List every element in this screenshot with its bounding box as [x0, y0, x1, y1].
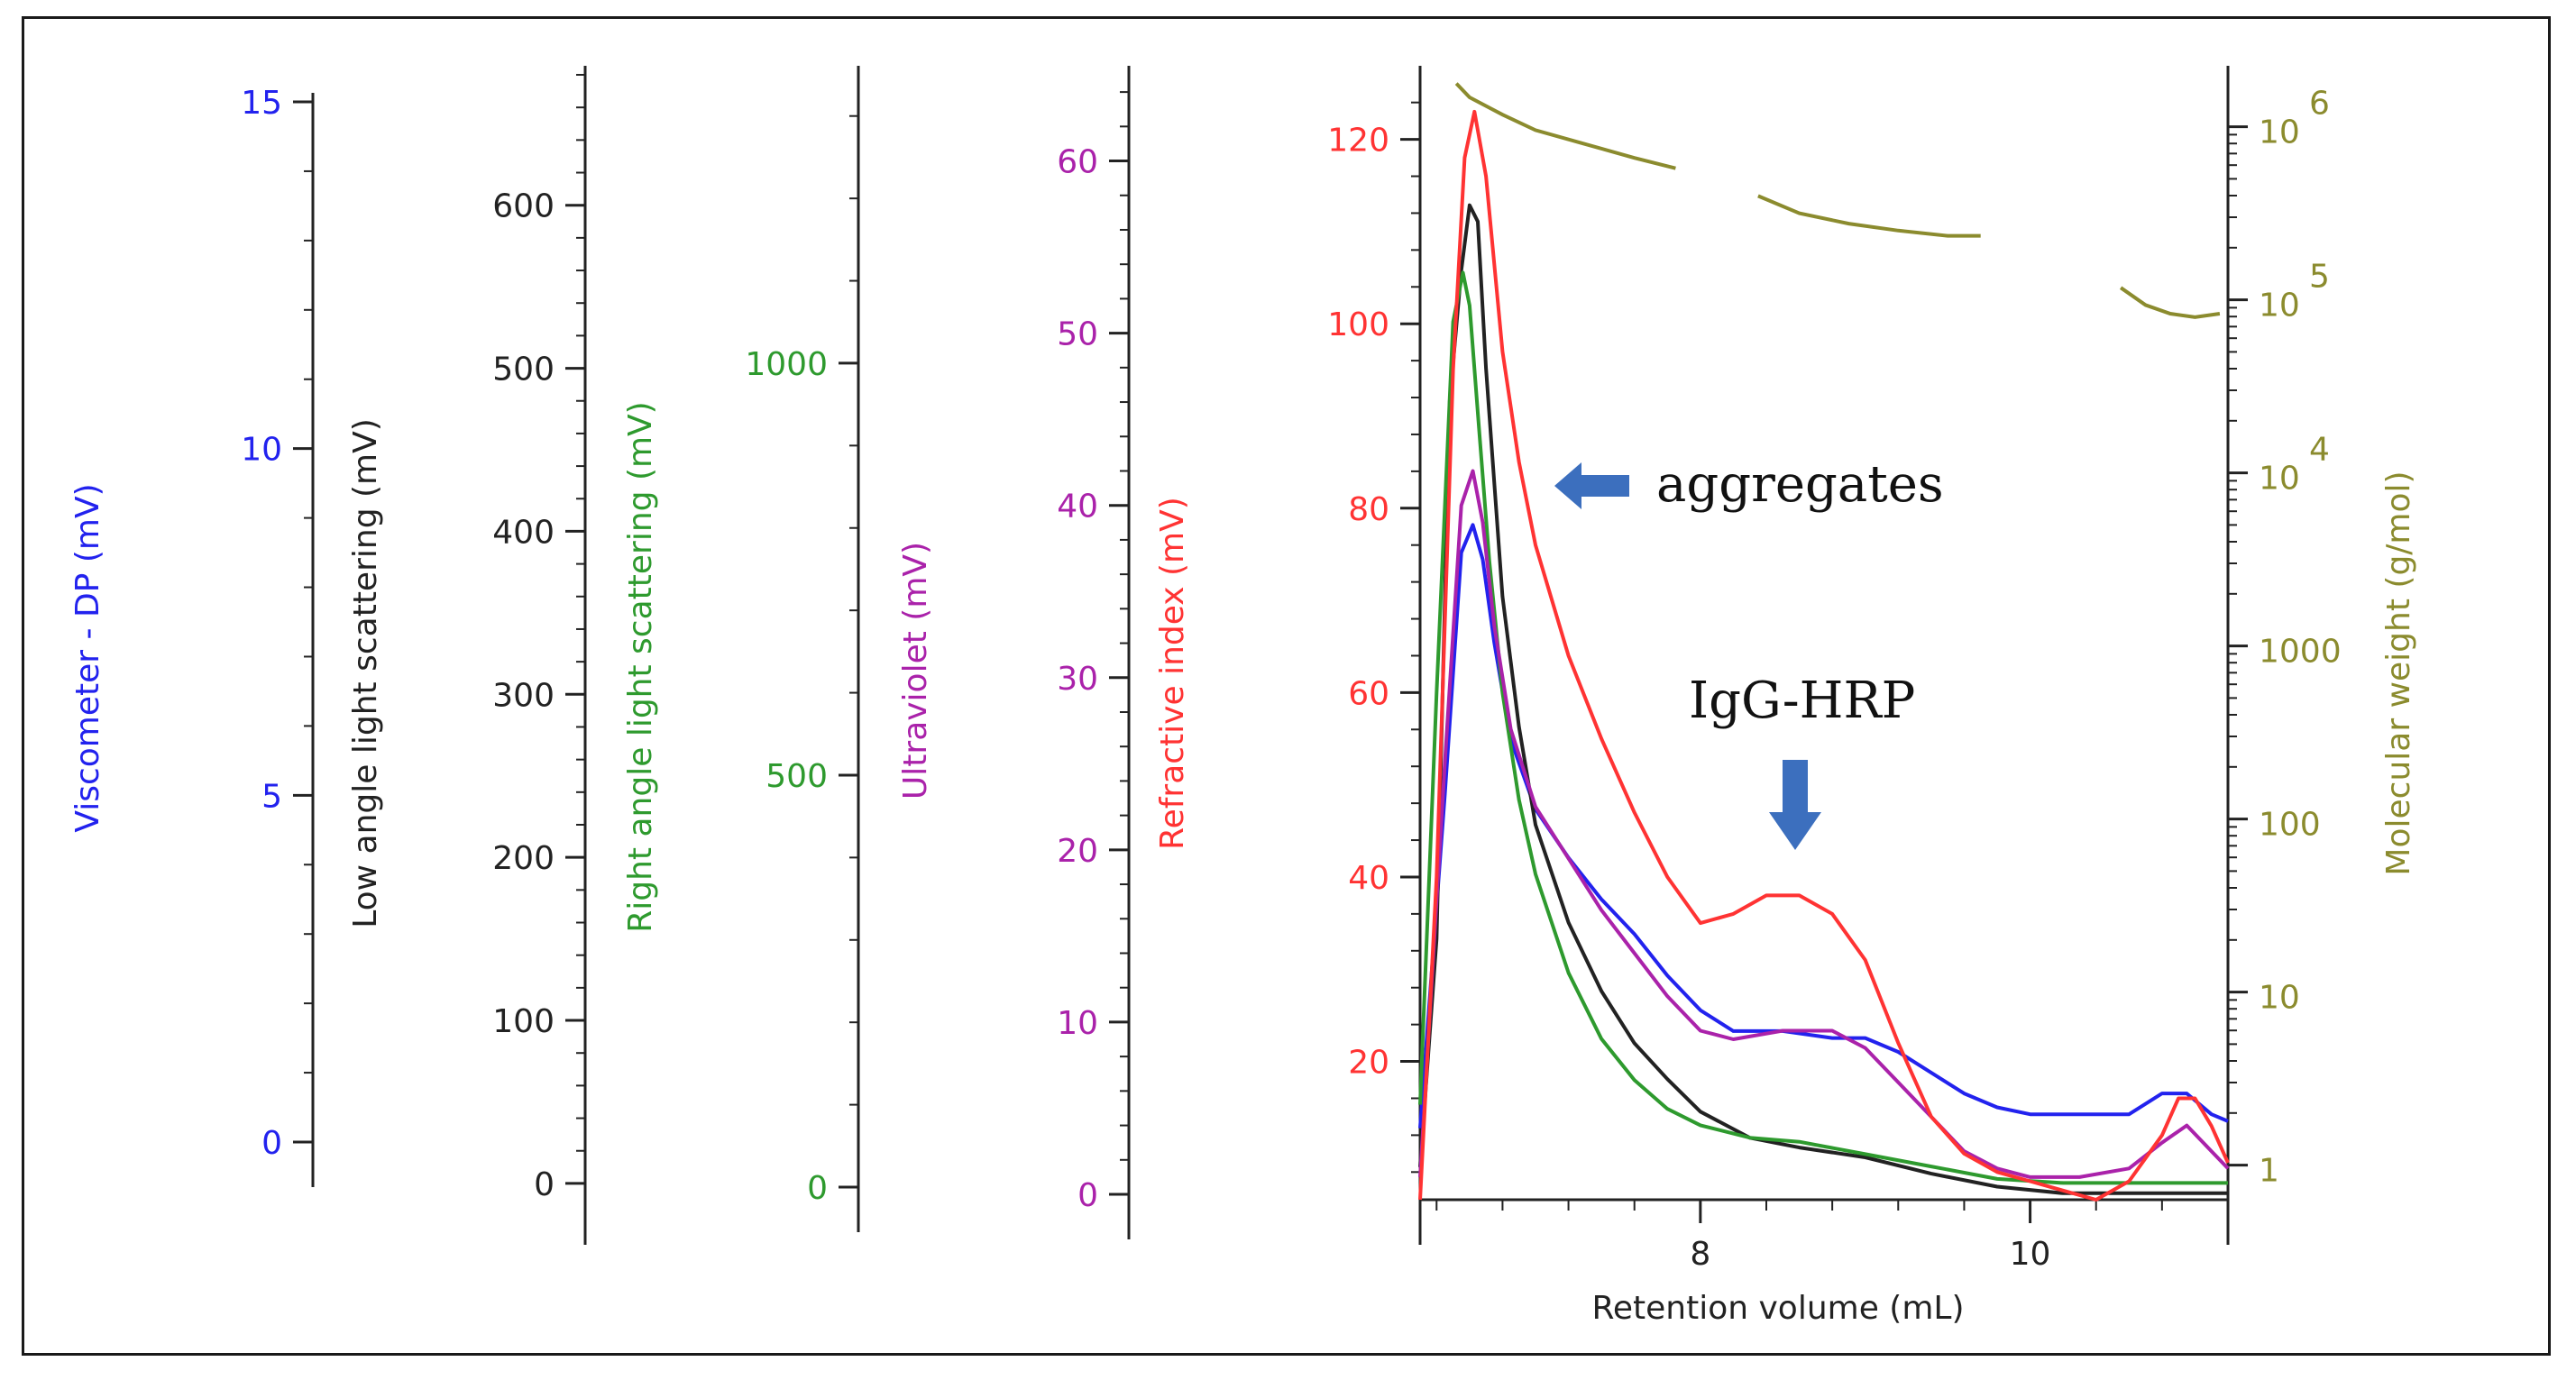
tick-label-lals: 0 [534, 1166, 555, 1203]
tick-label-mw: 10 [2259, 114, 2300, 151]
tick-label-lals: 100 [492, 1003, 555, 1040]
tick-label-lals: 200 [492, 840, 555, 877]
tick-label-uv: 20 [1057, 833, 1098, 870]
tick-label-lals: 600 [492, 188, 555, 225]
tick-label-ri: 40 [1348, 860, 1389, 897]
axis-title-viscometer: Viscometer - DP (mV) [69, 483, 106, 832]
tick-label-ri: 120 [1327, 123, 1389, 160]
tick-label-lals: 500 [492, 352, 555, 388]
axis-title-rals: Right angle light scattering (mV) [622, 401, 659, 932]
tick-label-lals: 300 [492, 677, 555, 714]
tick-label-uv: 0 [1077, 1177, 1098, 1214]
axis-title-ri: Refractive index (mV) [1154, 497, 1191, 850]
axis-title-lals: Low angle light scattering (mV) [347, 418, 384, 928]
tick-label-ri: 80 [1348, 491, 1389, 528]
tick-label-viscometer: 0 [261, 1125, 282, 1162]
series-ri [1418, 109, 2230, 1202]
igg-hrp-label: IgG-HRP [1689, 672, 1915, 730]
x-axis-label: Retention volume (mL) [1591, 1290, 1964, 1327]
x-tick-label: 8 [1690, 1236, 1710, 1273]
series-lines [1418, 82, 2230, 1202]
series-lals [1418, 203, 2228, 1195]
series-viscometer [1418, 523, 2229, 1129]
series-mw-segment-0 [1454, 82, 1676, 170]
figure-frame: 0 5 10 15 Viscometer - DP (mV) 0 100 200 300 400 5… [22, 16, 2551, 1356]
series-mw-segment-2 [2119, 286, 2221, 319]
tick-label-uv: 40 [1057, 489, 1098, 525]
tick-label-uv: 10 [1057, 1005, 1098, 1042]
axis-viscometer: 0 5 10 15 Viscometer - DP (mV) [69, 85, 315, 1187]
igg-hrp-arrow [1769, 760, 1821, 850]
tick-label-rals: 1000 [745, 346, 828, 383]
tick-label-ri: 60 [1348, 675, 1389, 712]
tick-label-viscometer: 15 [241, 85, 282, 122]
series-mw-segment-1 [1757, 194, 1981, 238]
axis-title-uv: Ultraviolet (mV) [897, 542, 934, 800]
tick-label-mw: 1000 [2259, 634, 2342, 671]
tick-exponent-mw: 6 [2309, 86, 2330, 123]
tick-label-ri: 100 [1327, 306, 1389, 343]
tick-label-uv: 50 [1057, 316, 1098, 353]
tick-label-ri: 20 [1348, 1045, 1389, 1082]
tick-label-rals: 0 [807, 1170, 828, 1207]
tick-label-mw: 1 [2259, 1153, 2279, 1190]
x-tick-label: 10 [2010, 1236, 2051, 1273]
series-rals [1418, 270, 2228, 1185]
tick-label-rals: 500 [765, 758, 828, 795]
x-axis: 8 10 [1435, 1200, 2163, 1273]
igg-hrp-annotation: IgG-HRP [1689, 672, 1915, 850]
tick-label-uv: 30 [1057, 661, 1098, 698]
axis-rals: 0 500 1000 Right angle light scattering (mV… [622, 66, 860, 1232]
tick-exponent-mw: 5 [2309, 259, 2330, 296]
axis-uv: 0 10 20 30 40 50 60 Ultraviolet (mV) [897, 66, 1131, 1239]
tick-label-mw: 100 [2259, 807, 2321, 844]
aggregates-label: aggregates [1656, 455, 1944, 514]
tick-exponent-mw: 4 [2309, 432, 2330, 469]
tick-label-viscometer: 10 [241, 432, 282, 469]
axis-lals: 0 100 200 300 400 500 600 Low angle light scatt… [347, 66, 587, 1245]
tick-label-mw: 10 [2259, 288, 2300, 324]
tick-label-viscometer: 5 [261, 778, 282, 815]
tick-label-uv: 60 [1057, 144, 1098, 181]
tick-label-mw: 10 [2259, 461, 2300, 498]
aggregates-arrow [1554, 462, 1629, 509]
tick-label-mw: 10 [2259, 980, 2300, 1017]
axis-title-mw: Molecular weight (g/mol) [2380, 471, 2417, 875]
series-uv [1418, 469, 2230, 1179]
tick-label-lals: 400 [492, 514, 555, 551]
aggregates-annotation: aggregates [1554, 455, 1944, 514]
axis-ri: 20 40 60 80 100 120 Refractive index (mV) [1154, 66, 1422, 1245]
